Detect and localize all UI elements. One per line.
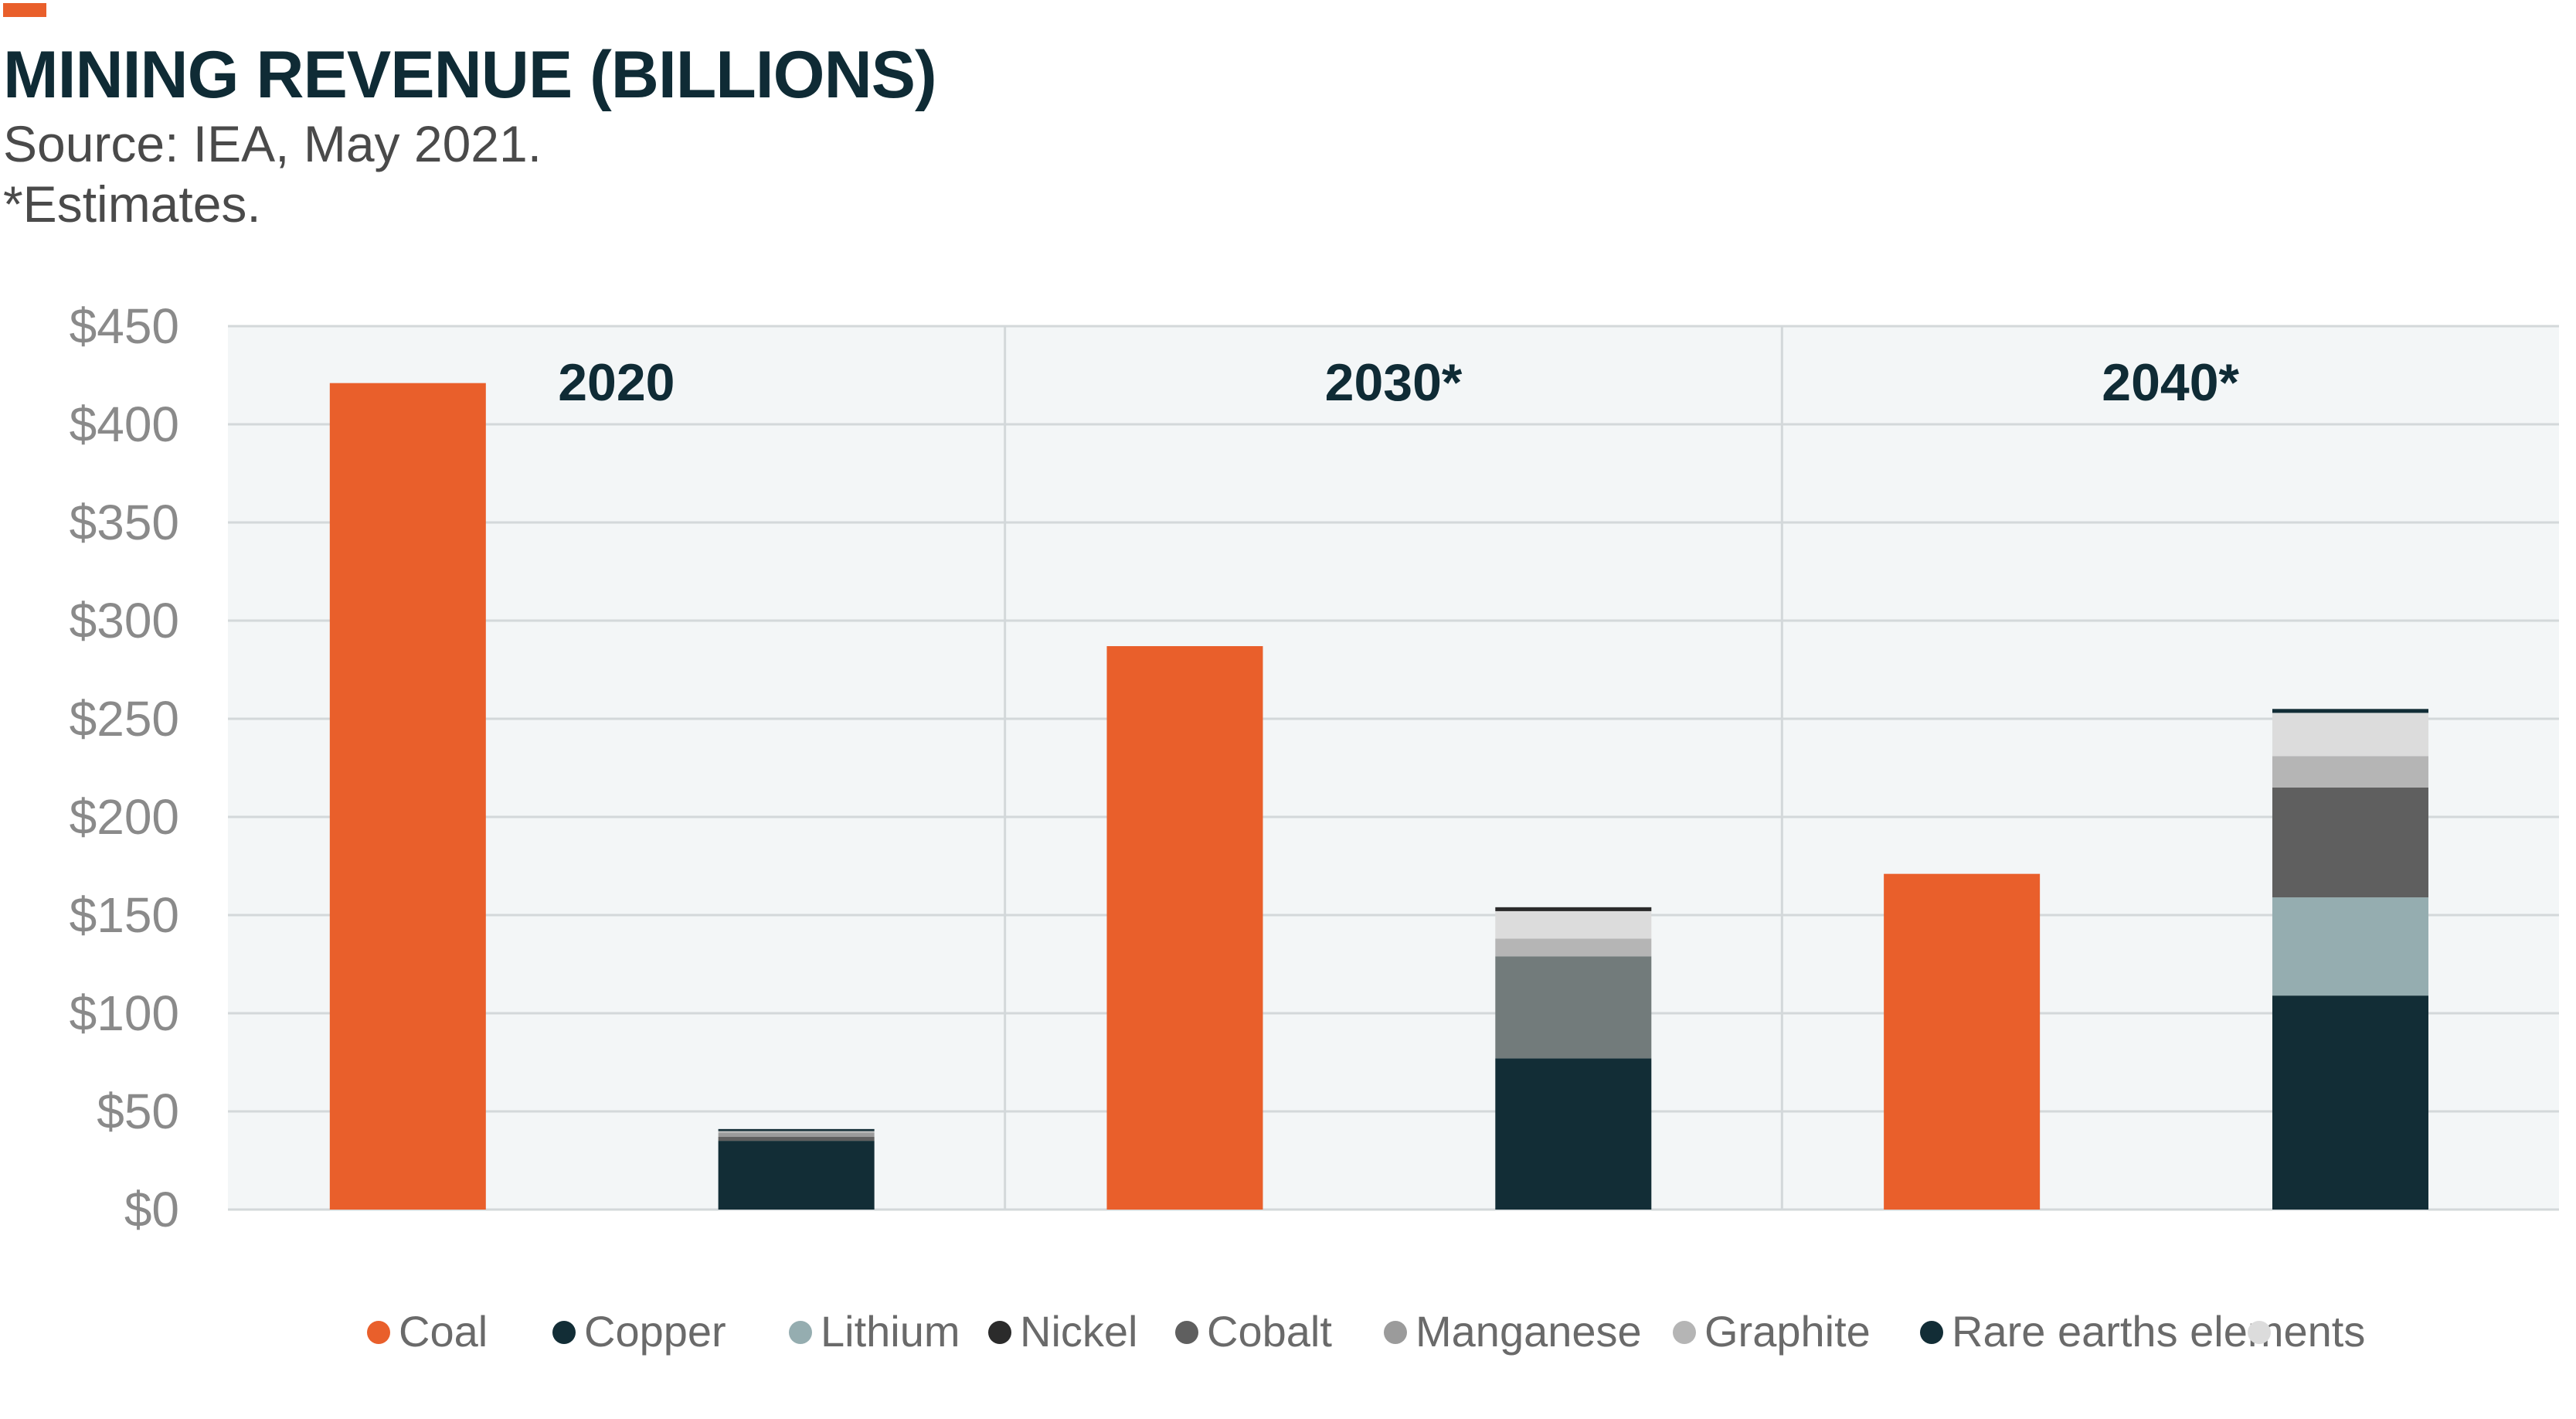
legend-label: Coal: [399, 1307, 488, 1356]
y-tick-label: $100: [70, 985, 179, 1041]
legend-swatch: [1673, 1321, 1696, 1344]
legend-label: Nickel: [1020, 1307, 1137, 1356]
panel-label: 2020: [558, 353, 675, 412]
legend-swatch: [552, 1321, 576, 1344]
legend-swatch: [988, 1321, 1011, 1344]
bar-segment-copper: [2272, 995, 2428, 1210]
legend-label: Rare earths elements: [1952, 1307, 2365, 1356]
bar-segment-cobalt: [718, 1137, 875, 1142]
legend-label: Lithium: [821, 1307, 960, 1356]
panel-labels: 2020 2030* 2040*: [558, 353, 2239, 412]
y-tick-label: $50: [97, 1084, 179, 1139]
legend-label: Graphite: [1704, 1307, 1871, 1356]
y-tick-label: $0: [124, 1182, 179, 1237]
chart-source: Source: IEA, May 2021.: [3, 115, 542, 172]
bar-segment-graphite: [718, 1131, 875, 1133]
bars: [329, 383, 2428, 1210]
bar-coal-2030: [1106, 646, 1263, 1210]
legend-label: Manganese: [1415, 1307, 1642, 1356]
y-tick-label: $450: [70, 298, 179, 354]
y-tick-label: $300: [70, 593, 179, 648]
y-tick-label: $200: [70, 789, 179, 845]
y-axis: $0 $50 $100 $150 $200 $250 $300 $350 $400 $450: [70, 298, 179, 1237]
panel-label: 2030*: [1325, 353, 1463, 412]
bar-segment-cobalt: [1495, 956, 1652, 1059]
title-accent-bar: [3, 3, 46, 17]
bar-segment-graphite: [1495, 938, 1652, 957]
legend-swatch: [789, 1321, 812, 1344]
bar-segment-rare-earths-elements: [2272, 709, 2428, 713]
bar-segment-nickel: [1495, 907, 1652, 911]
bar-segment-manganese: [718, 1132, 875, 1138]
bar-segment-lithium: [2272, 897, 2428, 996]
chart-title: MINING REVENUE (BILLIONS): [3, 38, 937, 112]
legend-label: Cobalt: [1207, 1307, 1332, 1356]
y-tick-label: $250: [70, 691, 179, 747]
bar-segment-copper: [718, 1141, 875, 1210]
legend-label: Copper: [584, 1307, 726, 1356]
bar-coal-2040: [1884, 873, 2041, 1210]
legend-swatch: [367, 1321, 390, 1344]
bar-segment-graphite: [2272, 756, 2428, 788]
y-tick-label: $150: [70, 887, 179, 943]
chart-note: *Estimates.: [3, 175, 261, 233]
y-tick-label: $350: [70, 495, 179, 550]
bar-coal-2020: [329, 383, 486, 1210]
y-tick-label: $400: [70, 396, 179, 452]
panel-label: 2040*: [2102, 353, 2239, 412]
legend-swatch: [1384, 1321, 1407, 1344]
legend-swatch: [1175, 1321, 1198, 1344]
bar-segment-rare-earths-elements: [718, 1128, 875, 1131]
legend: Coal Copper Lithium Nickel Cobalt Manganese Gr…: [367, 1307, 2365, 1356]
grid-lines: [228, 325, 2559, 1211]
legend-swatch: [1920, 1321, 1943, 1344]
bar-segment-cobalt: [2272, 787, 2428, 898]
bar-segment-lastcat: [2272, 713, 2428, 757]
bar-segment-lastcat: [1495, 910, 1652, 939]
bar-segment-copper: [1495, 1058, 1652, 1210]
panel-backgrounds: [228, 326, 2559, 1210]
legend-swatch: [2248, 1321, 2271, 1344]
